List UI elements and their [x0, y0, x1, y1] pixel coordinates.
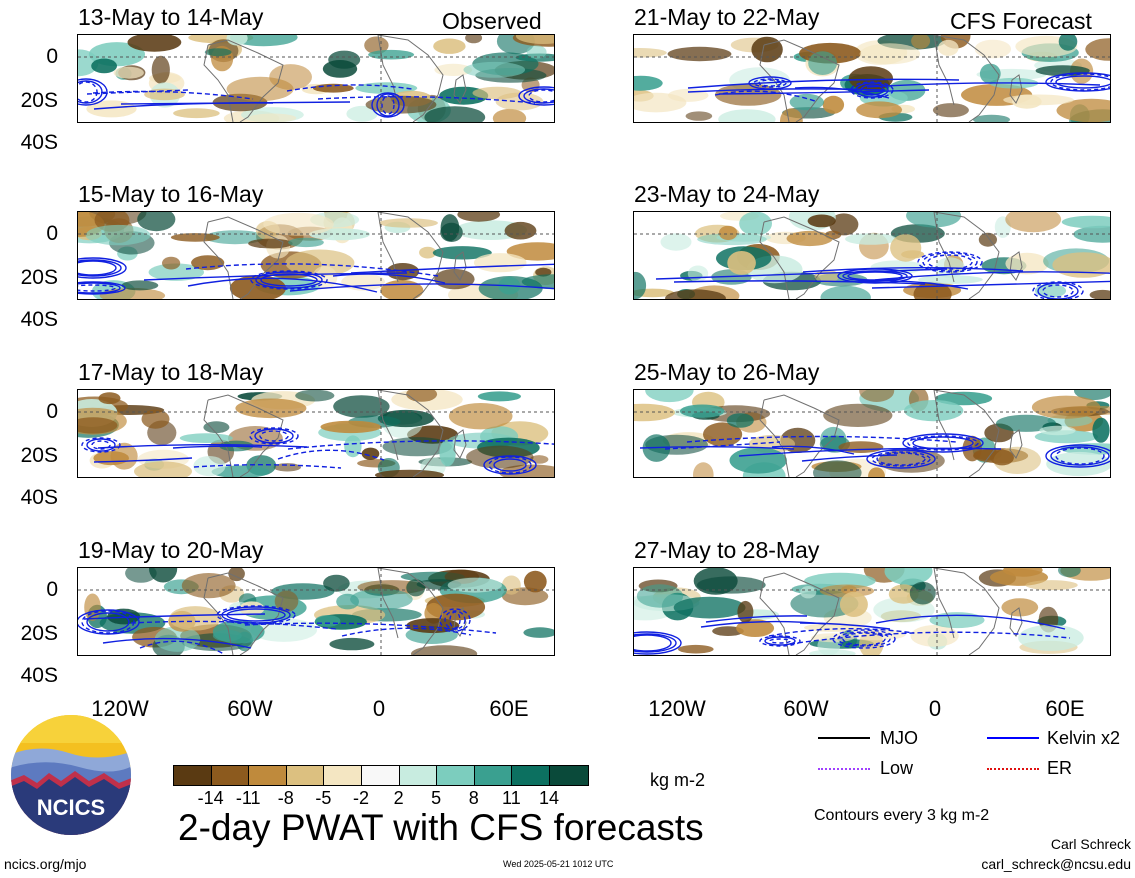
- kelvin-contours: [78, 605, 497, 655]
- xlabel-right-120w: 120W: [648, 696, 706, 721]
- colorbar-segment: [361, 766, 400, 785]
- panel-title-left-3: 17-May to 18-May: [78, 359, 264, 385]
- panel-title-left-2: 15-May to 16-May: [78, 181, 264, 207]
- main-title: 2-day PWAT with CFS forecasts: [178, 807, 704, 848]
- kelvin-contours: [78, 78, 554, 118]
- pwat-field: [78, 390, 554, 477]
- colorbar-tick-label: -14: [197, 788, 224, 808]
- ylabel-p4-20s: 20S: [20, 622, 58, 645]
- pwat-field: [634, 568, 1110, 655]
- panel-title-left-1: 13-May to 14-May: [78, 4, 264, 30]
- ylabel-p1-0: 0: [46, 45, 58, 68]
- ylabel-p2-40s: 40S: [20, 308, 58, 331]
- kelvin-contours: [78, 257, 554, 295]
- legend-label-kelvin: Kelvin x2: [1047, 728, 1121, 748]
- panel-title-right-3: 25-May to 26-May: [634, 359, 820, 385]
- colorbar-units: kg m-2: [650, 770, 706, 790]
- ncics-logo: NCICS: [11, 715, 131, 835]
- legend-line-er: [987, 768, 1039, 770]
- colorbar-segment: [437, 766, 475, 785]
- colorbar-tick-label: 14: [538, 788, 560, 808]
- map-panel-left-2: [77, 211, 555, 300]
- legend-line-kelvin: [987, 737, 1039, 739]
- colorbar-segment: [324, 766, 362, 785]
- map-panel-right-1: [633, 34, 1111, 123]
- ylabel-p4-40s: 40S: [20, 664, 58, 687]
- map-panel-left-3: [77, 389, 555, 478]
- kelvin-contours: [655, 251, 1110, 299]
- ylabel-p3-0: 0: [46, 400, 58, 423]
- colorbar-tick-label: -2: [352, 788, 369, 808]
- panel-title-right-1: 21-May to 22-May: [634, 4, 820, 30]
- footer-author: Carl Schreck: [1050, 836, 1131, 852]
- kelvin-contours: [634, 614, 1071, 655]
- ylabel-p2-0: 0: [46, 222, 58, 245]
- colorbar-segment: [474, 766, 513, 785]
- colorbar-segment: [399, 766, 438, 785]
- kelvin-contours: [81, 427, 554, 475]
- colorbar-tick-label: -11: [235, 788, 261, 808]
- pwat-field: [78, 212, 554, 299]
- pwat-field: [634, 212, 1110, 299]
- observed-label: Observed: [442, 8, 542, 34]
- map-panel-right-4: [633, 567, 1111, 656]
- pwat-field: [78, 35, 554, 122]
- xlabel-right-0: 0: [928, 696, 942, 721]
- pwat-field: [78, 568, 554, 655]
- xlabel-right-60w: 60W: [783, 696, 829, 721]
- xlabel-left-120w: 120W: [91, 696, 149, 721]
- colorbar-segment: [286, 766, 325, 785]
- map-panel-left-1: [77, 34, 555, 123]
- kelvin-contours: [639, 433, 1110, 469]
- colorbar-tick-label: 8: [468, 788, 479, 808]
- ylabel-p2-20s: 20S: [20, 266, 58, 289]
- colorbar-segment: [549, 766, 588, 785]
- pwat-field: [634, 35, 1110, 122]
- colorbar: [173, 765, 589, 786]
- ylabel-p3-40s: 40S: [20, 486, 58, 509]
- ylabel-p1-20s: 20S: [20, 89, 58, 112]
- colorbar-tick-label: 2: [393, 788, 404, 808]
- panel-title-right-4: 27-May to 28-May: [634, 537, 820, 563]
- colorbar-tick-label: 11: [502, 788, 521, 808]
- colorbar-segment: [512, 766, 550, 785]
- panel-title-right-2: 23-May to 24-May: [634, 181, 820, 207]
- pwat-field: [634, 390, 1110, 477]
- colorbar-tick-label: -5: [315, 788, 332, 808]
- colorbar-segment: [174, 766, 212, 785]
- xlabel-left-0: 0: [372, 696, 386, 721]
- cfs-forecast-label: CFS Forecast: [950, 8, 1092, 34]
- legend-line-low: [818, 768, 870, 770]
- footer-email: carl_schreck@ncsu.edu: [981, 856, 1131, 872]
- panel-title-left-4: 19-May to 20-May: [78, 537, 264, 563]
- legend-label-mjo: MJO: [880, 728, 918, 748]
- legend-line-mjo: [818, 737, 870, 739]
- ylabel-p4-0: 0: [46, 578, 58, 601]
- ncics-logo-text: NCICS: [37, 795, 105, 820]
- colorbar-tick-label: 5: [431, 788, 442, 808]
- legend-label-low: Low: [880, 758, 914, 778]
- xlabel-right-60e: 60E: [1045, 696, 1085, 721]
- map-panel-left-4: [77, 567, 555, 656]
- legend-label-er: ER: [1047, 758, 1073, 778]
- kelvin-contours: [687, 72, 1110, 102]
- map-panel-right-2: [633, 211, 1111, 300]
- contour-note: Contours every 3 kg m-2: [814, 807, 990, 824]
- xlabel-left-60e: 60E: [489, 696, 529, 721]
- colorbar-segment: [249, 766, 287, 785]
- ylabel-p1-40s: 40S: [20, 131, 58, 154]
- map-panel-right-3: [633, 389, 1111, 478]
- colorbar-tick-label: -8: [277, 788, 294, 808]
- colorbar-segment: [211, 766, 250, 785]
- ylabel-p3-20s: 20S: [20, 444, 58, 467]
- xlabel-left-60w: 60W: [227, 696, 273, 721]
- footer-url: ncics.org/mjo: [4, 856, 87, 872]
- footer-timestamp: Wed 2025-05-21 1012 UTC: [503, 859, 614, 869]
- coastline: [203, 212, 467, 299]
